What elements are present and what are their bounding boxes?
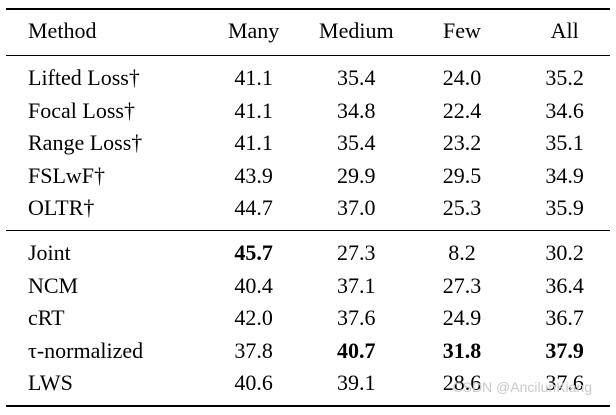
value-cell: 37.1 (337, 272, 376, 298)
value-cell: 39.1 (337, 369, 376, 395)
value-cell: 37.6 (545, 369, 584, 395)
method-cell: OLTR† (28, 194, 95, 220)
table-row: OLTR† 44.7 37.0 25.3 35.9 (6, 192, 610, 231)
value-cell: 36.7 (545, 305, 584, 331)
value-cell: 37.0 (337, 194, 376, 220)
value-cell: 25.3 (442, 194, 482, 220)
header-all: All (519, 9, 610, 57)
table-row: Lifted Loss† 41.1 35.4 24.0 35.2 (6, 56, 610, 95)
value-cell: 43.9 (234, 162, 273, 188)
value-cell: 34.6 (545, 97, 584, 123)
value-cell: 8.2 (404, 230, 520, 270)
value-cell: 29.9 (337, 162, 376, 188)
value-cell: 41.1 (234, 130, 273, 156)
method-cell: τ-normalized (28, 337, 144, 363)
header-few: Few (404, 9, 520, 57)
value-cell: 45.7 (199, 230, 308, 270)
table-row: FSLwF† 43.9 29.9 29.5 34.9 (6, 160, 610, 192)
value-cell: 27.3 (442, 272, 482, 298)
method-cell: Joint (6, 230, 200, 270)
value-cell: 36.4 (545, 272, 584, 298)
value-cell: 29.5 (442, 162, 482, 188)
value-cell: 23.2 (442, 130, 482, 156)
table-body: Lifted Loss† 41.1 35.4 24.0 35.2 Focal Loss† 4… (6, 56, 610, 406)
table-row: LWS 40.6 39.1 28.6 37.6 (6, 367, 610, 406)
method-cell: LWS (28, 369, 73, 395)
value-cell: 31.8 (442, 337, 482, 363)
value-cell: 40.7 (337, 337, 376, 363)
table-row: τ-normalized 37.8 40.7 31.8 37.9 (6, 335, 610, 367)
method-cell: Range Loss† (28, 130, 143, 156)
table-row: Joint 45.7 27.3 8.2 30.2 (6, 230, 610, 270)
table-row: NCM 40.4 37.1 27.3 36.4 (6, 270, 610, 302)
value-cell: 35.1 (545, 130, 584, 156)
method-cell: Focal Loss† (28, 97, 135, 123)
value-cell: 35.4 (337, 65, 376, 91)
table-row: Focal Loss† 41.1 34.8 22.4 34.6 (6, 95, 610, 127)
value-cell: 44.7 (234, 194, 273, 220)
header-many: Many (199, 9, 308, 57)
method-cell: FSLwF† (28, 162, 106, 188)
results-table: Method Many Medium Few All Lifted Loss† 4… (6, 8, 610, 408)
method-cell: cRT (28, 305, 65, 331)
value-cell: 41.1 (234, 65, 273, 91)
table-header: Method Many Medium Few All (6, 9, 610, 57)
header-medium: Medium (307, 9, 405, 57)
value-cell: 37.8 (234, 337, 273, 363)
watermark: CSDN @AncilunKiang (452, 379, 593, 395)
value-cell: 30.2 (519, 230, 610, 270)
value-cell: 37.9 (545, 337, 584, 363)
table-row: Range Loss† 41.1 35.4 23.2 35.1 (6, 127, 610, 159)
value-cell: 35.4 (337, 130, 376, 156)
method-cell: NCM (28, 272, 79, 298)
value-cell: 34.8 (337, 97, 376, 123)
header-row: Method Many Medium Few All (6, 9, 610, 57)
value-cell: 35.9 (545, 194, 584, 220)
value-cell: 34.9 (545, 162, 584, 188)
value-cell: 42.0 (234, 305, 273, 331)
value-cell: 40.4 (234, 272, 273, 298)
value-cell: 24.9 (442, 305, 482, 331)
value-cell: 27.3 (307, 230, 405, 270)
value-cell: 28.6 (442, 369, 482, 395)
value-cell: 22.4 (442, 97, 482, 123)
value-cell: 37.6 (337, 305, 376, 331)
value-cell: 35.2 (545, 65, 584, 91)
value-cell: 24.0 (442, 65, 482, 91)
value-cell: 40.6 (234, 369, 273, 395)
value-cell: 41.1 (234, 97, 273, 123)
header-method: Method (6, 9, 200, 57)
method-cell: Lifted Loss† (28, 65, 140, 91)
table-row: cRT 42.0 37.6 24.9 36.7 (6, 302, 610, 334)
